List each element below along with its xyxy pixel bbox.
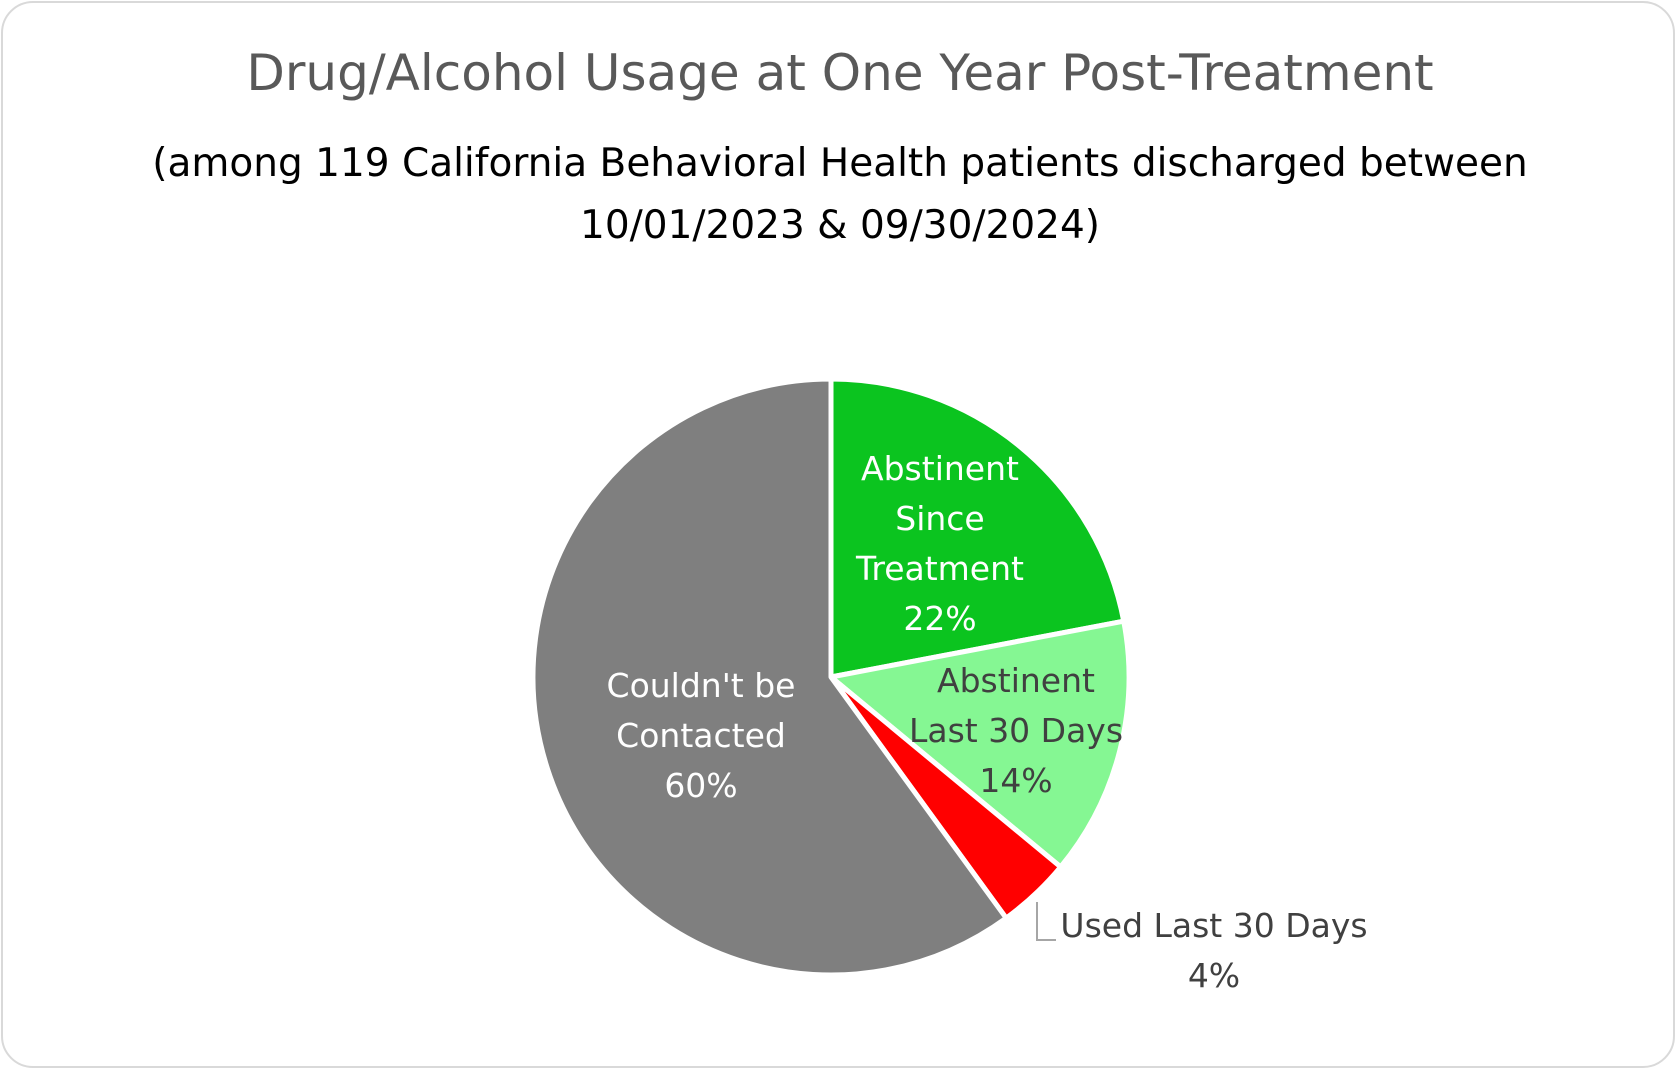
leader-line (1036, 902, 1056, 941)
label-line: Since (895, 499, 985, 538)
label-line: Abstinent (937, 661, 1095, 700)
pie-slice-abstinent-since-treatment (828, 376, 1127, 680)
pie-slice-couldn-t-be-contacted (530, 376, 1009, 978)
data-label-abstinent-last-30-days: Abstinent Last 30 Days 14% (909, 656, 1123, 806)
label-line: Last 30 Days (908, 711, 1124, 750)
label-value: 22% (903, 599, 977, 638)
label-value: 60% (664, 766, 738, 805)
chart-title: Drug/Alcohol Usage at One Year Post-Trea… (246, 44, 1434, 102)
label-value: 14% (979, 761, 1053, 800)
pie-slice-abstinent-last-30-days (828, 618, 1132, 870)
chart-subtitle: (among 119 California Behavioral Health … (152, 141, 1528, 248)
data-label-abstinent-since-treatment: Abstinent Since Treatment 22% (856, 444, 1024, 644)
label-line: Used Last 30 Days (1060, 906, 1368, 945)
label-line: Couldn't be (606, 666, 796, 705)
label-line: Abstinent (861, 449, 1019, 488)
data-label-couldnt-be-contacted: Couldn't be Contacted 60% (607, 661, 796, 811)
label-line: Treatment (856, 549, 1024, 588)
data-label-used-last-30-days: Used Last 30 Days 4% (1060, 901, 1367, 1001)
label-line: Contacted (616, 716, 786, 755)
label-value: 4% (1187, 956, 1241, 995)
